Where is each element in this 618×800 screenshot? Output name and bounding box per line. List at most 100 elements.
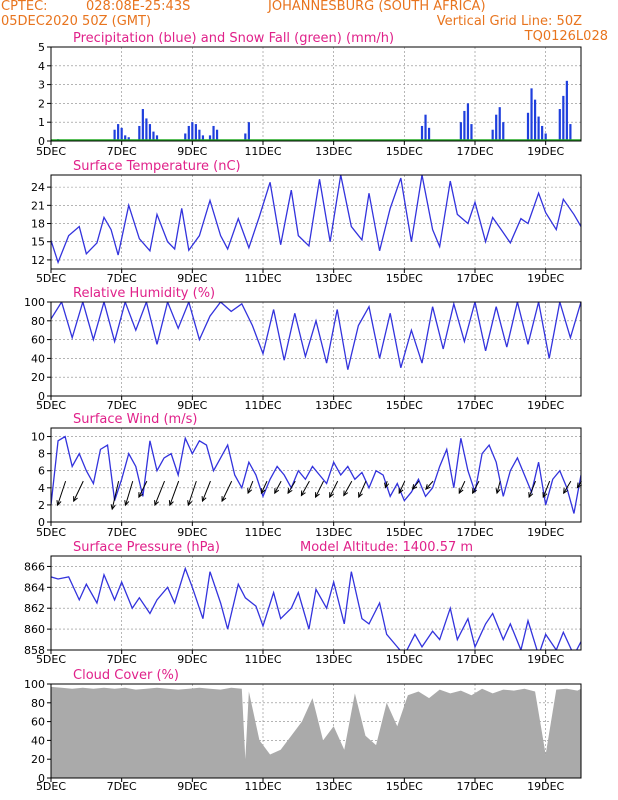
precip-bar — [491, 129, 494, 141]
wind-arrow — [201, 480, 211, 503]
precip-bar — [127, 137, 130, 141]
y-tick-label: 6 — [38, 465, 45, 478]
precip-title: Precipitation (blue) and Snow Fall (gree… — [73, 31, 394, 46]
y-tick-label: 60 — [31, 716, 45, 729]
y-tick-label: 4 — [38, 482, 45, 495]
x-tick-label: 15DEC — [386, 272, 423, 285]
precip-bar — [498, 107, 501, 141]
wind-arrow — [187, 480, 197, 507]
wind-arrow — [411, 480, 420, 491]
precip-bar — [544, 133, 547, 141]
y-tick-label: 40 — [31, 352, 45, 365]
y-tick-label: 858 — [24, 644, 45, 657]
x-tick-label: 15DEC — [386, 780, 423, 793]
x-tick-label: 11DEC — [244, 653, 281, 666]
precip-bar — [201, 135, 205, 141]
x-tick-label: 15DEC — [386, 145, 423, 158]
precip-bar — [194, 124, 197, 141]
x-tick-label: 7DEC — [107, 145, 137, 158]
x-tick-label: 15DEC — [386, 526, 423, 539]
precip-bar — [198, 129, 201, 141]
wind-arrow — [398, 480, 406, 495]
precip-bar — [526, 112, 530, 141]
y-tick-label: 0 — [38, 135, 45, 148]
precip-bar — [537, 116, 540, 141]
header-coords: 028:08E-25:43S — [86, 0, 191, 14]
precip-bar — [427, 127, 431, 141]
wind-arrow — [287, 480, 296, 495]
x-tick-label: 13DEC — [315, 399, 352, 412]
y-tick-label: 866 — [24, 560, 45, 573]
precip-bar — [113, 129, 116, 141]
x-tick-label: 9DEC — [177, 145, 207, 158]
x-tick-label: 5DEC — [36, 145, 66, 158]
header-code: TQ0126L028 — [524, 29, 608, 44]
pres-series-line — [51, 566, 581, 650]
y-tick-label: 80 — [31, 315, 45, 328]
cloud-title: Cloud Cover (%) — [73, 668, 179, 683]
x-tick-label: 7DEC — [107, 399, 137, 412]
x-tick-label: 11DEC — [244, 272, 281, 285]
x-tick-label: 19DEC — [527, 272, 564, 285]
precip-bar — [470, 124, 473, 141]
x-tick-label: 13DEC — [315, 526, 352, 539]
x-tick-label: 11DEC — [244, 145, 281, 158]
wind-arrow — [528, 480, 536, 499]
precip-bar — [466, 103, 470, 141]
x-tick-label: 9DEC — [177, 272, 207, 285]
y-tick-label: 0 — [38, 516, 45, 529]
y-tick-label: 2 — [38, 97, 45, 110]
x-tick-label: 19DEC — [527, 145, 564, 158]
wind-arrow — [472, 480, 480, 495]
y-tick-label: 21 — [31, 199, 45, 212]
wind-arrow — [138, 480, 148, 499]
precip-bar — [138, 125, 141, 141]
y-tick-label: 864 — [24, 581, 45, 594]
y-tick-label: 8 — [38, 448, 45, 461]
x-tick-label: 17DEC — [456, 272, 493, 285]
y-tick-label: 60 — [31, 334, 45, 347]
precip-bar — [424, 114, 427, 141]
y-tick-label: 40 — [31, 734, 45, 747]
temp-series-line — [51, 175, 581, 265]
precip-bar — [565, 80, 568, 141]
wind-arrow — [73, 480, 84, 503]
y-tick-label: 18 — [31, 218, 45, 231]
precip-bar — [463, 110, 466, 141]
precip-bar — [155, 135, 159, 141]
x-tick-label: 9DEC — [177, 399, 207, 412]
wind-title: Surface Wind (m/s) — [73, 412, 197, 427]
x-tick-label: 17DEC — [456, 653, 493, 666]
x-tick-label: 5DEC — [36, 653, 66, 666]
y-tick-label: 2 — [38, 499, 45, 512]
precip-bar — [502, 122, 505, 141]
chart-header: CPTEC: 028:08E-25:43S JOHANNESBURG (SOUT… — [0, 0, 618, 44]
x-tick-label: 5DEC — [36, 780, 66, 793]
wind-arrow — [260, 480, 268, 495]
x-tick-label: 13DEC — [315, 145, 352, 158]
precip-bar — [187, 125, 190, 141]
wind-arrow — [124, 480, 134, 507]
x-tick-label: 17DEC — [456, 145, 493, 158]
panel-frame — [50, 174, 582, 270]
precip-bar — [191, 122, 194, 141]
header-location: JOHANNESBURG (SOUTH AFRICA) — [268, 0, 486, 14]
precip-bar — [420, 125, 424, 141]
y-tick-label: 860 — [24, 623, 45, 636]
y-tick-label: 862 — [24, 602, 45, 615]
wind-arrow — [542, 480, 551, 499]
x-tick-label: 9DEC — [177, 653, 207, 666]
y-tick-label: 80 — [31, 697, 45, 710]
precip-bar — [117, 124, 120, 141]
pres-title: Surface Pressure (hPa) — [73, 540, 220, 555]
x-tick-label: 13DEC — [315, 272, 352, 285]
precip-panel: 0 1 2 3 4 5 5DEC 7DEC 9DEC 11DEC 13DEC 15DEC 17DEC 19… — [36, 31, 582, 158]
wind-arrow — [329, 480, 339, 499]
x-tick-label: 15DEC — [386, 399, 423, 412]
x-tick-label: 5DEC — [36, 399, 66, 412]
y-tick-label: 0 — [38, 772, 45, 785]
precip-bar — [530, 88, 533, 141]
x-tick-label: 17DEC — [456, 780, 493, 793]
x-tick-label: 19DEC — [527, 653, 564, 666]
y-tick-label: 15 — [31, 236, 45, 249]
